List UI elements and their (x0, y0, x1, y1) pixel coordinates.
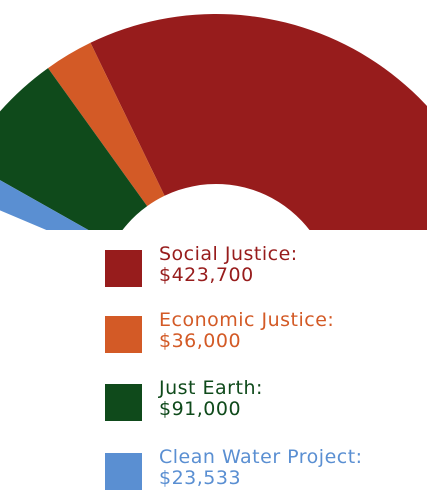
legend-label-just-earth: Just Earth: (159, 377, 263, 399)
legend-value-economic-justice: $36,000 (159, 330, 242, 352)
slice-just-earth (0, 68, 148, 230)
legend-value-clean-water-project: $23,533 (159, 467, 242, 489)
slice-social-justice (90, 14, 427, 230)
legend-swatch-social-justice (105, 250, 142, 287)
slice-clean-water-project (0, 180, 89, 230)
legend-label-economic-justice: Economic Justice: (159, 309, 335, 331)
legend-label-social-justice: Social Justice: (159, 243, 298, 265)
legend-label-clean-water-project: Clean Water Project: (159, 446, 363, 468)
semi-donut-chart (0, 14, 427, 230)
legend-value-just-earth: $91,000 (159, 398, 242, 420)
legend-swatch-just-earth (105, 384, 142, 421)
legend-swatch-clean-water-project (105, 453, 142, 490)
slice-economic-justice (47, 42, 165, 207)
legend-value-social-justice: $423,700 (159, 264, 254, 286)
legend-swatch-economic-justice (105, 316, 142, 353)
